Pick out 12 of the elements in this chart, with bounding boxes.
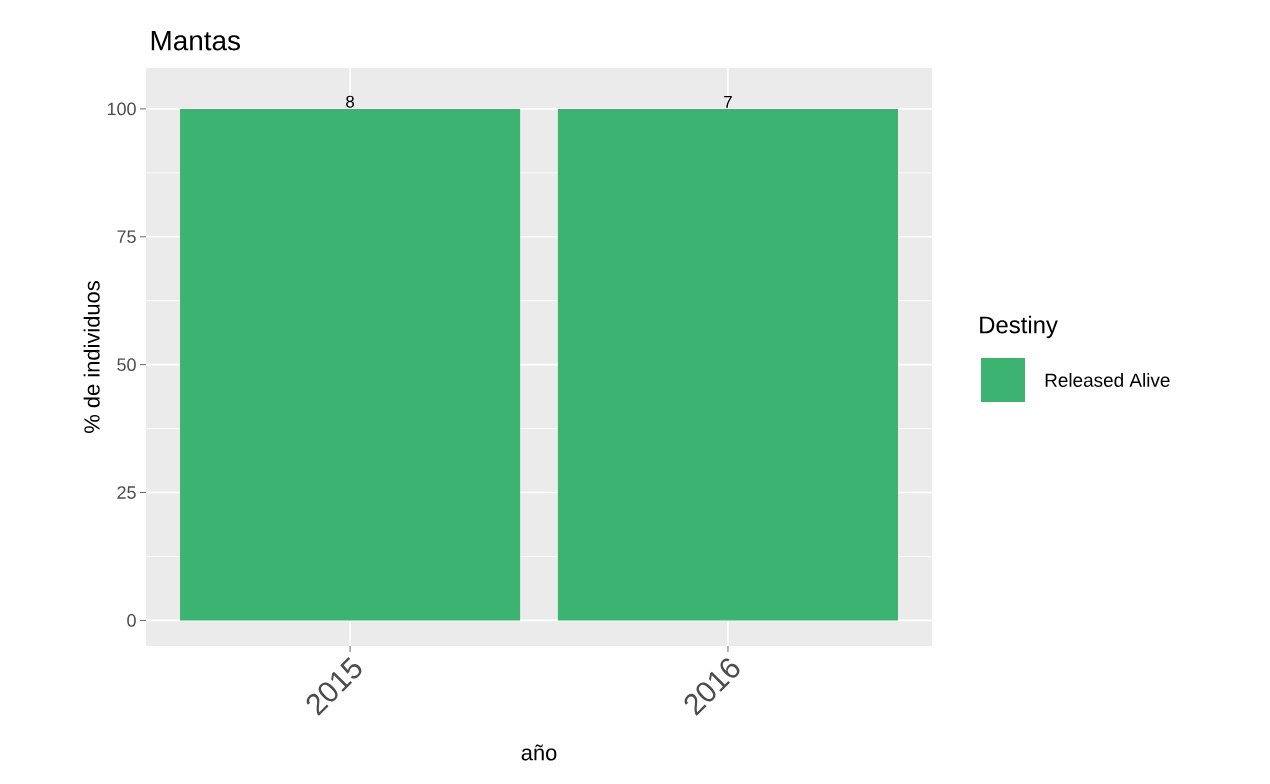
y-axis-title: % de individuos: [83, 281, 100, 433]
y-tick-label: 0: [127, 614, 136, 627]
y-tick-label: 100: [107, 102, 136, 116]
legend-title: Destiny: [980, 315, 1058, 339]
y-tick-label: 50: [117, 358, 136, 371]
legend-label: Released Alive: [1045, 373, 1170, 387]
y-tick-label: 75: [117, 230, 136, 244]
x-axis-title: año: [521, 744, 557, 761]
y-tick-label: 25: [117, 486, 136, 499]
annotation: 7: [724, 96, 732, 108]
annotation: 8: [346, 95, 355, 108]
chart-title: Mantas: [151, 31, 240, 51]
